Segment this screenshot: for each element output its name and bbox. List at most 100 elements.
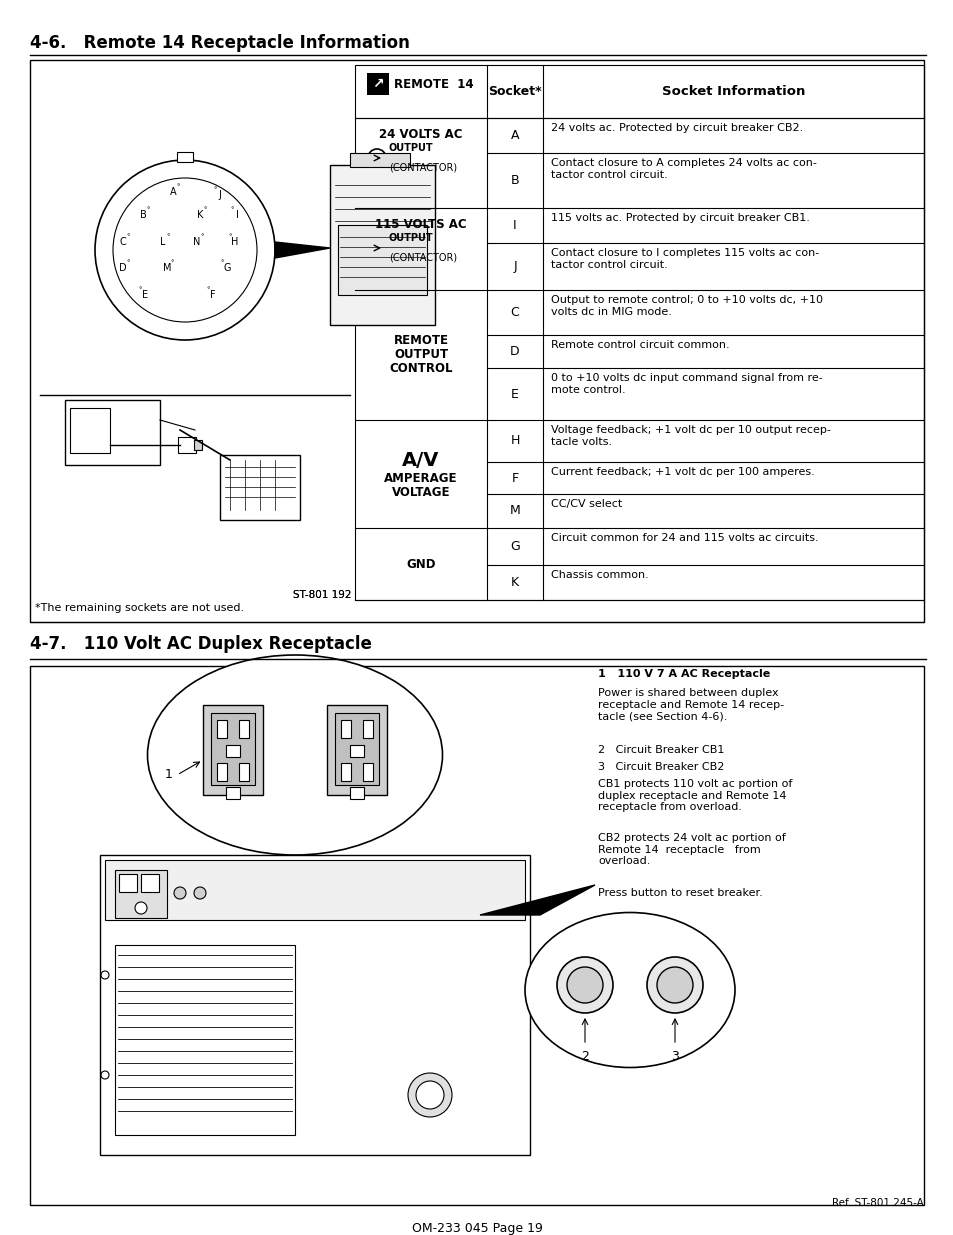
Bar — [177, 152, 193, 162]
Text: D: D — [119, 263, 127, 273]
Text: K: K — [196, 210, 203, 220]
Text: 2   Circuit Breaker CB1: 2 Circuit Breaker CB1 — [598, 745, 723, 755]
Text: °: ° — [176, 184, 179, 190]
Text: *The remaining sockets are not used.: *The remaining sockets are not used. — [35, 603, 244, 613]
Bar — [226, 787, 240, 799]
Text: REMOTE: REMOTE — [393, 335, 448, 347]
Bar — [355, 65, 923, 600]
Text: VOLTAGE: VOLTAGE — [392, 485, 450, 499]
Text: M: M — [509, 505, 519, 517]
Circle shape — [646, 957, 702, 1013]
Circle shape — [416, 1081, 443, 1109]
Bar — [350, 745, 364, 757]
Bar — [211, 713, 254, 785]
Bar — [340, 763, 351, 781]
Bar — [340, 720, 351, 739]
Text: ↗: ↗ — [372, 77, 383, 91]
Text: CB2 protects 24 volt ac portion of
Remote 14  receptacle   from
overload.: CB2 protects 24 volt ac portion of Remot… — [598, 832, 785, 866]
Text: Current feedback; +1 volt dc per 100 amperes.: Current feedback; +1 volt dc per 100 amp… — [551, 467, 814, 477]
Text: 1   110 V 7 A AC Receptacle: 1 110 V 7 A AC Receptacle — [598, 669, 769, 679]
Text: ST-801 192: ST-801 192 — [294, 590, 352, 600]
Bar — [363, 720, 373, 739]
Bar — [337, 225, 427, 295]
Text: Voltage feedback; +1 volt dc per 10 output recep-
tacle volts.: Voltage feedback; +1 volt dc per 10 outp… — [551, 425, 830, 447]
Bar — [216, 720, 227, 739]
Bar — [203, 705, 263, 795]
Circle shape — [135, 902, 147, 914]
Text: Contact closure to I completes 115 volts ac con-
tactor control circuit.: Contact closure to I completes 115 volts… — [551, 248, 819, 269]
Bar — [65, 400, 160, 466]
Text: 4-7.   110 Volt AC Duplex Receptacle: 4-7. 110 Volt AC Duplex Receptacle — [30, 635, 372, 653]
Bar — [193, 440, 202, 450]
Bar — [216, 763, 227, 781]
Text: N: N — [193, 237, 200, 247]
Text: 1: 1 — [165, 768, 172, 782]
Text: °: ° — [230, 207, 233, 212]
Text: AMPERAGE: AMPERAGE — [384, 472, 457, 484]
Text: H: H — [231, 237, 238, 247]
Text: M: M — [163, 263, 172, 273]
Bar — [350, 153, 410, 167]
Text: °: ° — [126, 261, 130, 266]
Text: G: G — [510, 540, 519, 553]
Text: ST-801 192: ST-801 192 — [294, 590, 352, 600]
Text: E: E — [142, 290, 148, 300]
Bar — [141, 874, 159, 892]
Ellipse shape — [148, 655, 442, 855]
Bar — [30, 61, 923, 622]
Text: 3: 3 — [670, 1050, 679, 1063]
Text: Power is shared between duplex
receptacle and Remote 14 recep-
tacle (see Sectio: Power is shared between duplex receptacl… — [598, 688, 783, 721]
Text: I: I — [513, 219, 517, 232]
Bar — [363, 763, 373, 781]
Text: OUTPUT: OUTPUT — [394, 348, 448, 362]
Text: CONTROL: CONTROL — [389, 363, 453, 375]
Text: K: K — [511, 576, 518, 589]
Bar — [115, 869, 167, 918]
Bar — [220, 454, 299, 520]
Text: F: F — [210, 290, 215, 300]
Text: (CONTACTOR): (CONTACTOR) — [389, 253, 456, 263]
Circle shape — [566, 967, 602, 1003]
Text: E: E — [511, 388, 518, 400]
Text: °: ° — [146, 207, 150, 212]
Text: B: B — [510, 174, 518, 186]
Text: Contact closure to A completes 24 volts ac con-
tactor control circuit.: Contact closure to A completes 24 volts … — [551, 158, 816, 179]
Text: OM-233 045 Page 19: OM-233 045 Page 19 — [411, 1221, 542, 1235]
Polygon shape — [274, 242, 330, 258]
Text: C: C — [510, 306, 518, 319]
Text: Circuit common for 24 and 115 volts ac circuits.: Circuit common for 24 and 115 volts ac c… — [551, 534, 818, 543]
Circle shape — [95, 161, 274, 340]
Bar — [119, 874, 137, 892]
Text: °: ° — [220, 261, 224, 266]
Text: °: ° — [203, 207, 207, 212]
Text: OUTPUT: OUTPUT — [389, 143, 434, 153]
Bar — [330, 165, 435, 325]
Polygon shape — [273, 857, 316, 890]
Bar — [178, 437, 195, 453]
Text: Output to remote control; 0 to +10 volts dc, +10
volts dc in MIG mode.: Output to remote control; 0 to +10 volts… — [551, 295, 822, 316]
Bar — [327, 705, 387, 795]
Bar — [335, 713, 378, 785]
Circle shape — [173, 887, 186, 899]
Text: °: ° — [206, 287, 210, 293]
Text: I: I — [235, 210, 238, 220]
Text: J: J — [218, 190, 221, 200]
Text: Remote control circuit common.: Remote control circuit common. — [551, 340, 729, 350]
Bar — [70, 408, 110, 453]
Text: 3   Circuit Breaker CB2: 3 Circuit Breaker CB2 — [598, 762, 723, 772]
Circle shape — [557, 957, 613, 1013]
Bar — [239, 763, 249, 781]
Polygon shape — [479, 885, 595, 915]
Text: °: ° — [166, 233, 170, 240]
Bar — [350, 787, 364, 799]
Text: GND: GND — [406, 557, 436, 571]
Text: °: ° — [200, 233, 204, 240]
Text: C: C — [119, 237, 126, 247]
Text: 24 volts ac. Protected by circuit breaker CB2.: 24 volts ac. Protected by circuit breake… — [551, 124, 802, 133]
Text: °: ° — [213, 186, 216, 193]
Text: A: A — [170, 186, 176, 198]
Bar — [226, 745, 240, 757]
Text: 4-6.   Remote 14 Receptacle Information: 4-6. Remote 14 Receptacle Information — [30, 35, 410, 52]
Text: B: B — [139, 210, 146, 220]
Text: °: ° — [138, 287, 142, 293]
